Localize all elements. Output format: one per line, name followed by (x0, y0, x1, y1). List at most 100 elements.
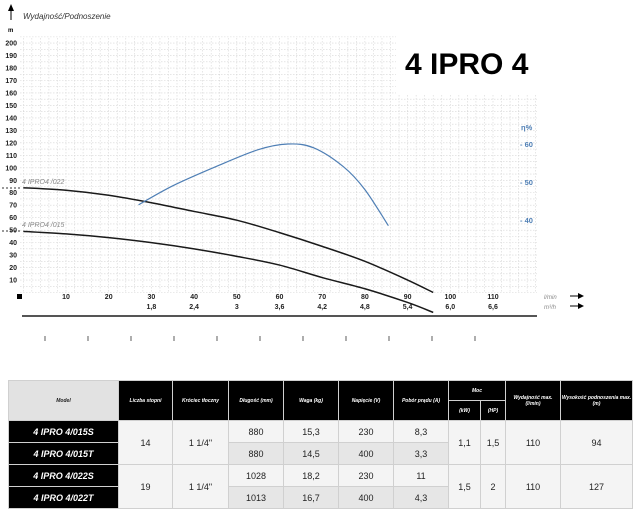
y-tick-label: 160 (5, 90, 17, 97)
length-cell: 1028 (228, 464, 284, 487)
y-tick-label: 140 (5, 115, 17, 122)
header-hp: (HP) (480, 400, 506, 421)
chart-title: 4 IPRO 4 (405, 48, 529, 81)
y-tick-label: 40 (9, 240, 17, 247)
head-cell: 127 (560, 464, 633, 509)
x2-tick-label: 5,4 (403, 304, 413, 311)
length-cell: 880 (228, 442, 284, 465)
header-length: Długość (mm) (228, 380, 284, 421)
y-tick-label: 190 (5, 53, 17, 60)
head-curve-0 (23, 187, 434, 294)
current-cell: 4,3 (393, 486, 449, 509)
x-tick-label: 70 (318, 294, 326, 301)
x-tick-label: 20 (105, 294, 113, 301)
weight-cell: 18,2 (283, 464, 339, 487)
header-outlet: Króciec tłoczny (172, 380, 229, 421)
table-row: 4 IPRO 4/022T 1013 16,7 400 4,3 (8, 486, 633, 509)
x-tick-label: 60 (276, 294, 284, 301)
weight-cell: 16,7 (283, 486, 339, 509)
x-tick-label: 30 (148, 294, 156, 301)
head-curve-1 (23, 230, 434, 314)
table-row: 4 IPRO 4/015T 880 14,5 400 3,3 (8, 442, 633, 465)
header-model: Model (8, 380, 119, 421)
y-tick-label: 30 (9, 253, 17, 260)
current-cell: 3,3 (393, 442, 449, 465)
hp-cell: 2 (480, 464, 506, 509)
x2-tick-label: 2,4 (189, 304, 199, 311)
x-tick-label: 90 (404, 294, 412, 301)
header-flow: Wydajność max. (l/min) (505, 380, 561, 421)
x-unit-secondary: m³/h (544, 305, 557, 311)
spec-table: Model Liczba stopni Króciec tłoczny Dług… (8, 380, 633, 509)
header-kw: (kW) (448, 400, 481, 421)
y2-tick-label: - 40 (520, 216, 533, 225)
x2-tick-label: 6,6 (488, 304, 498, 311)
y-tick-label: 80 (9, 190, 17, 197)
x-tick-label: 80 (361, 294, 369, 301)
head-cell: 94 (560, 420, 633, 465)
efficiency-curve (138, 143, 389, 227)
voltage-cell: 230 (338, 464, 394, 487)
header-stages: Liczba stopni (118, 380, 173, 421)
current-cell: 11 (393, 464, 449, 487)
x2-tick-label: 4,8 (360, 304, 370, 311)
flow-cell: 110 (505, 464, 561, 509)
header-power: Moc (448, 380, 506, 401)
header-current: Pobór prądu (A) (393, 380, 449, 421)
performance-chart: 4 IPRO 4 Wydajność/Podnoszenie m η% 10 20… (2, 4, 584, 341)
y-tick-label: 120 (5, 140, 17, 147)
weight-cell: 14,5 (283, 442, 339, 465)
weight-cell: 15,3 (283, 420, 339, 443)
kw-cell: 1,1 (448, 420, 481, 465)
hp-cell: 1,5 (480, 420, 506, 465)
x-tick-label: 110 (487, 294, 498, 301)
arrow-right-icon (570, 293, 584, 299)
header-weight: Waga (kg) (283, 380, 339, 421)
stages-cell: 19 (118, 464, 173, 509)
length-cell: 880 (228, 420, 284, 443)
x-tick-label: 10 (62, 294, 70, 301)
length-cell: 1013 (228, 486, 284, 509)
origin-marker (17, 294, 22, 299)
table-row: 4 IPRO 4/022S 19 1 1/4" 1028 18,2 230 11… (8, 464, 633, 509)
y2-axis-label: η% (521, 123, 533, 132)
y-tick-label: 130 (5, 128, 17, 135)
series-label-015: 4 IPRO4 /015 (22, 222, 65, 229)
x2-tick-label: 4,2 (317, 304, 327, 311)
header-head: Wysokość podnoszenia max. (m) (560, 380, 633, 421)
flow-cell: 110 (505, 420, 561, 465)
model-cell: 4 IPRO 4/022S (8, 464, 119, 487)
x-tick-label: 100 (444, 294, 456, 301)
x-tick-label: 50 (233, 294, 241, 301)
voltage-cell: 230 (338, 420, 394, 443)
y-tick-label: 10 (9, 278, 17, 285)
series-label-022: 4 IPRO4 /022 (22, 179, 65, 186)
y-axis-unit: m (8, 28, 13, 34)
y-tick-label: 20 (9, 265, 17, 272)
model-cell: 4 IPRO 4/015S (8, 420, 119, 443)
y-axis-label: Wydajność/Podnoszenie (23, 12, 111, 21)
voltage-cell: 400 (338, 486, 394, 509)
model-cell: 4 IPRO 4/022T (8, 486, 119, 509)
y-tick-label: 90 (9, 178, 17, 185)
y-tick-label: 50 (9, 228, 17, 235)
y2-tick-label: - 50 (520, 178, 533, 187)
x2-tick-label: 1,8 (147, 304, 157, 311)
current-cell: 8,3 (393, 420, 449, 443)
voltage-cell: 400 (338, 442, 394, 465)
y-tick-label: 200 (5, 41, 17, 48)
title-background (396, 36, 540, 94)
model-cell: 4 IPRO 4/015T (8, 442, 119, 465)
y2-tick-label: - 60 (520, 140, 533, 149)
header-voltage: Napięcie (V) (338, 380, 394, 421)
outlet-cell: 1 1/4" (172, 464, 229, 509)
x-tick-label: 40 (190, 294, 198, 301)
y-axis-arrow-icon (8, 4, 14, 20)
arrow-right-icon (570, 303, 584, 309)
x2-tick-label: 6,0 (445, 304, 455, 311)
y-tick-label: 70 (9, 203, 17, 210)
y-tick-label: 170 (5, 78, 17, 85)
y-tick-label: 60 (9, 215, 17, 222)
y-tick-label: 100 (5, 165, 17, 172)
stages-cell: 14 (118, 420, 173, 465)
